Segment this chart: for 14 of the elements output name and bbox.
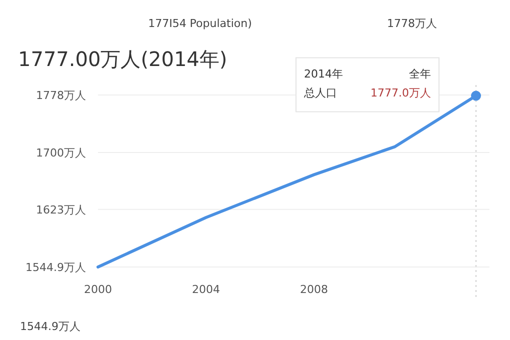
x-tick-label: 2000 (84, 283, 112, 296)
chart-title: 1777.00万人(2014年) (18, 47, 228, 71)
y-tick-label: 1778万人 (36, 89, 86, 102)
text: 177I54 Population) (148, 17, 252, 30)
text: 2014年 (304, 68, 343, 81)
annotation: 1777.0万人 (370, 86, 431, 100)
y-tick-label: 1544.9万人 (26, 261, 86, 274)
y-tick-label: 1700万人 (36, 146, 86, 160)
x-tick-label: 2008 (300, 283, 328, 296)
text: 全年 (409, 68, 431, 81)
text: 1778万人 (387, 17, 437, 30)
x-tick-label: 2004 (192, 283, 220, 296)
annotation: 总人口 (303, 86, 337, 100)
y-tick-label: 1623万人 (36, 203, 86, 216)
